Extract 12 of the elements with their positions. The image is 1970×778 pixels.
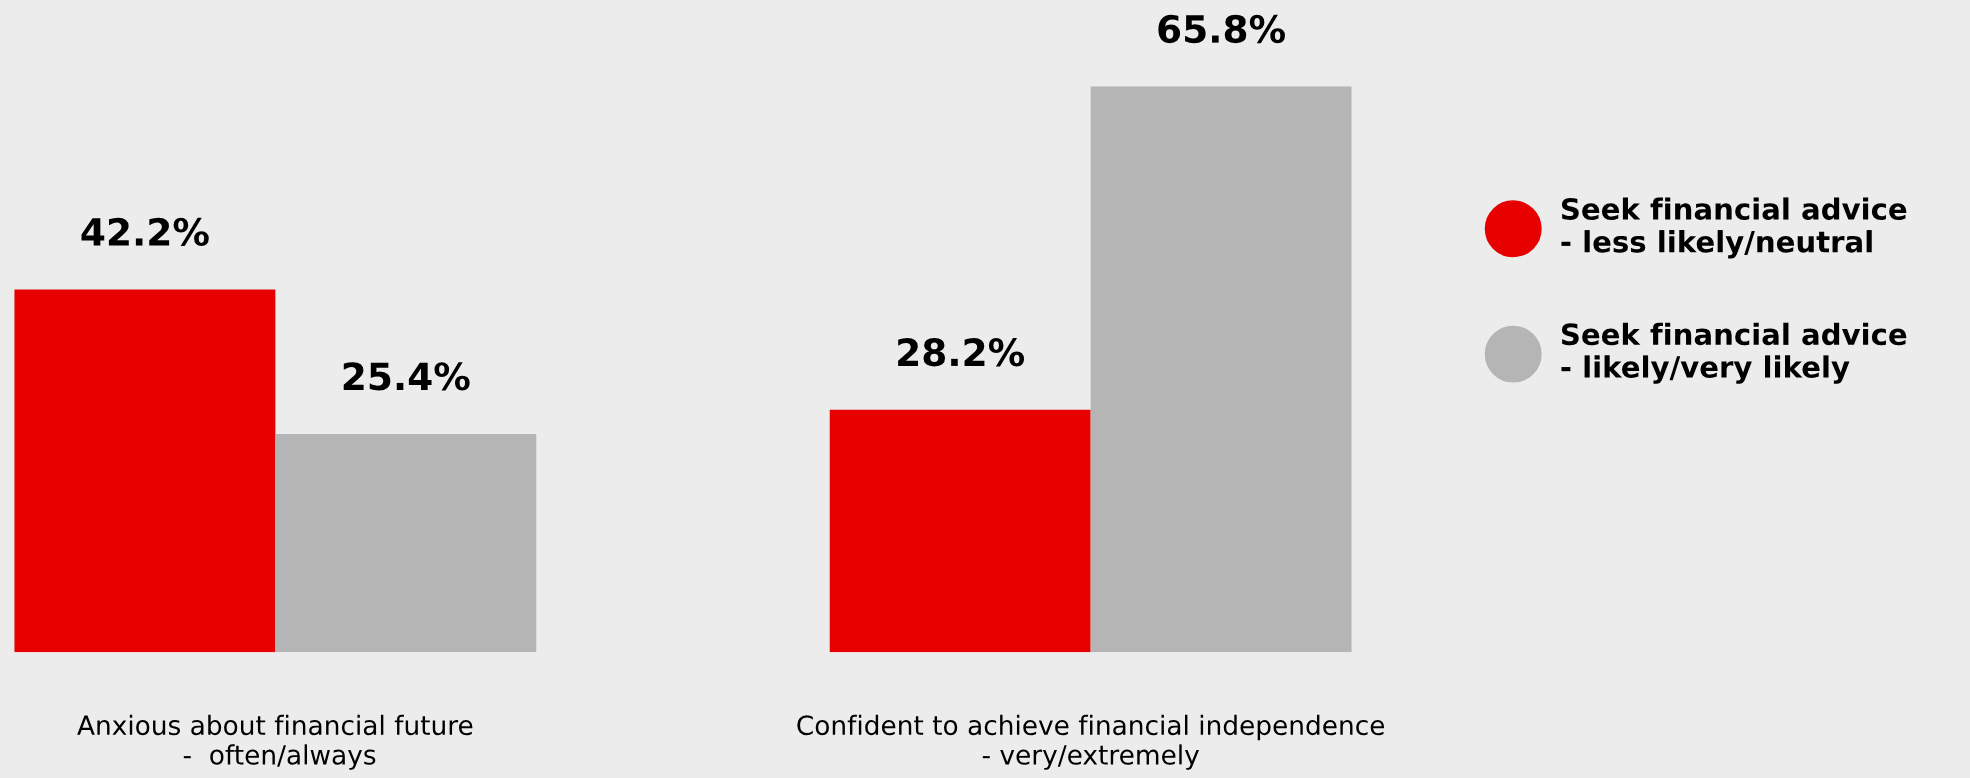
legend-label: Seek financial advice - less likely/neutral [1561,197,1907,259]
bar [275,433,537,653]
data-label: 25.4% [343,362,470,391]
data-label: 28.2% [898,338,1025,367]
bar [14,289,276,653]
data-label: 42.2% [81,217,209,247]
data-label: 65.8% [1158,14,1285,44]
x-tick-label: Anxious about financial future - often/always [77,714,473,770]
bar [829,409,1091,653]
legend-label: Seek financial advice - likely/very likely [1561,322,1907,384]
bar [1090,86,1352,653]
x-tick-label: Confident to achieve financial independence - very/extremely [797,714,1385,770]
